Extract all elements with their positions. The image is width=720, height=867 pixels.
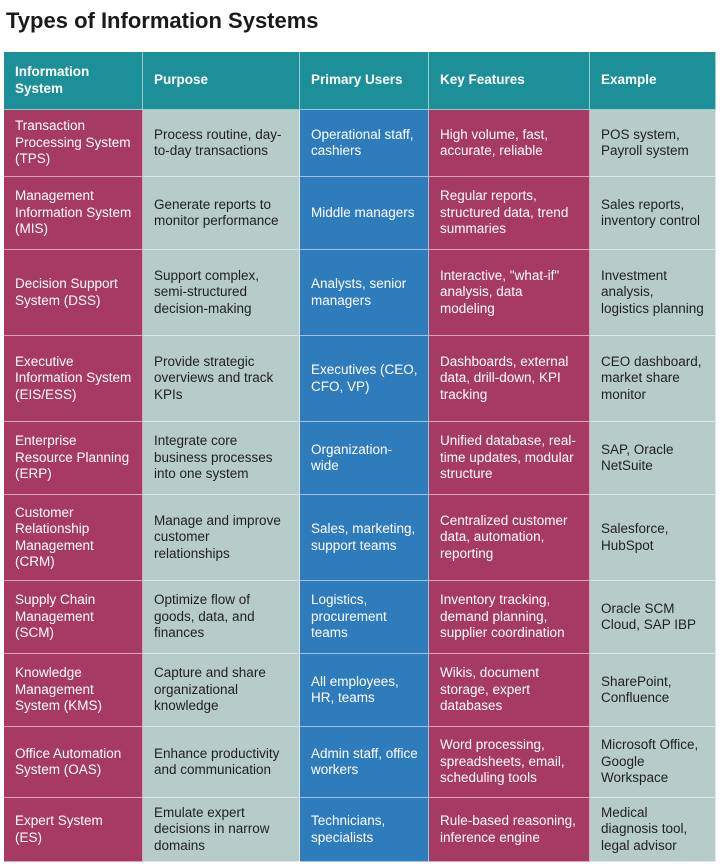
table-row-0-purpose-cell: Process routine, day-to-day transactions bbox=[143, 110, 300, 177]
header-example: Example bbox=[590, 52, 716, 110]
table-row-5-purpose-cell: Manage and improve customer relationship… bbox=[143, 495, 300, 581]
header-information-system: Information System bbox=[4, 52, 143, 110]
table-row-1-system-cell: Management Information System (MIS) bbox=[4, 177, 143, 250]
table-row-8-users-cell: Admin staff, office workers bbox=[300, 727, 429, 798]
header-purpose: Purpose bbox=[143, 52, 300, 110]
table-row-0-system-cell: Transaction Processing System (TPS) bbox=[4, 110, 143, 177]
table-row-9-users-cell: Technicians, specialists bbox=[300, 798, 429, 862]
table-row-4-example-cell: SAP, Oracle NetSuite bbox=[590, 422, 716, 495]
table-row-3-example-cell: CEO dashboard, market share monitor bbox=[590, 336, 716, 422]
table-row-1-example-cell: Sales reports, inventory control bbox=[590, 177, 716, 250]
table-row-7-example-cell: SharePoint, Confluence bbox=[590, 654, 716, 727]
page-title: Types of Information Systems bbox=[6, 8, 319, 33]
table-row-8-system-cell: Office Automation System (OAS) bbox=[4, 727, 143, 798]
table-row-9-system-cell: Expert System (ES) bbox=[4, 798, 143, 862]
table-row-1-features-cell: Regular reports, structured data, trend … bbox=[429, 177, 590, 250]
table-row-1-purpose-cell: Generate reports to monitor performance bbox=[143, 177, 300, 250]
table-row-4-features-cell: Unified database, real-time updates, mod… bbox=[429, 422, 590, 495]
table-row-7-users-cell: All employees, HR, teams bbox=[300, 654, 429, 727]
table-row-3-features-cell: Dashboards, external data, drill-down, K… bbox=[429, 336, 590, 422]
table-row-3-purpose-cell: Provide strategic overviews and track KP… bbox=[143, 336, 300, 422]
table-row-5-example-cell: Salesforce, HubSpot bbox=[590, 495, 716, 581]
table-row-6-features-cell: Inventory tracking, demand planning, sup… bbox=[429, 581, 590, 654]
table-row-2-features-cell: Interactive, "what-if" analysis, data mo… bbox=[429, 250, 590, 336]
table-row-3-system-cell: Executive Information System (EIS/ESS) bbox=[4, 336, 143, 422]
table-row-6-purpose-cell: Optimize flow of goods, data, and financ… bbox=[143, 581, 300, 654]
table-row-9-purpose-cell: Emulate expert decisions in narrow domai… bbox=[143, 798, 300, 862]
table-row-2-system-cell: Decision Support System (DSS) bbox=[4, 250, 143, 336]
table-row-7-purpose-cell: Capture and share organizational knowled… bbox=[143, 654, 300, 727]
table-row-7-features-cell: Wikis, document storage, expert database… bbox=[429, 654, 590, 727]
table-row-8-features-cell: Word processing, spreadsheets, email, sc… bbox=[429, 727, 590, 798]
table-row-2-purpose-cell: Support complex, semi-structured decisio… bbox=[143, 250, 300, 336]
table-row-4-system-cell: Enterprise Resource Planning (ERP) bbox=[4, 422, 143, 495]
table-row-9-features-cell: Rule-based reasoning, inference engine bbox=[429, 798, 590, 862]
table-row-6-example-cell: Oracle SCM Cloud, SAP IBP bbox=[590, 581, 716, 654]
table-row-2-example-cell: Investment analysis, logistics planning bbox=[590, 250, 716, 336]
table-row-5-features-cell: Centralized customer data, automation, r… bbox=[429, 495, 590, 581]
table-row-3-users-cell: Executives (CEO, CFO, VP) bbox=[300, 336, 429, 422]
table-row-4-purpose-cell: Integrate core business processes into o… bbox=[143, 422, 300, 495]
table-row-0-users-cell: Operational staff, cashiers bbox=[300, 110, 429, 177]
table-row-9-example-cell: Medical diagnosis tool, legal advisor bbox=[590, 798, 716, 862]
table-row-1-users-cell: Middle managers bbox=[300, 177, 429, 250]
header-key-features: Key Features bbox=[429, 52, 590, 110]
table-row-0-example-cell: POS system, Payroll system bbox=[590, 110, 716, 177]
info-systems-table: Information System Purpose Primary Users… bbox=[4, 52, 716, 862]
table-row-8-example-cell: Microsoft Office, Google Workspace bbox=[590, 727, 716, 798]
table-row-5-system-cell: Customer Relationship Management (CRM) bbox=[4, 495, 143, 581]
table-row-6-users-cell: Logistics, procurement teams bbox=[300, 581, 429, 654]
table-row-8-purpose-cell: Enhance productivity and communication bbox=[143, 727, 300, 798]
table-row-4-users-cell: Organization-wide bbox=[300, 422, 429, 495]
header-primary-users: Primary Users bbox=[300, 52, 429, 110]
table-row-5-users-cell: Sales, marketing, support teams bbox=[300, 495, 429, 581]
table-row-0-features-cell: High volume, fast, accurate, reliable bbox=[429, 110, 590, 177]
table-row-7-system-cell: Knowledge Management System (KMS) bbox=[4, 654, 143, 727]
table-row-6-system-cell: Supply Chain Management (SCM) bbox=[4, 581, 143, 654]
table-row-2-users-cell: Analysts, senior managers bbox=[300, 250, 429, 336]
